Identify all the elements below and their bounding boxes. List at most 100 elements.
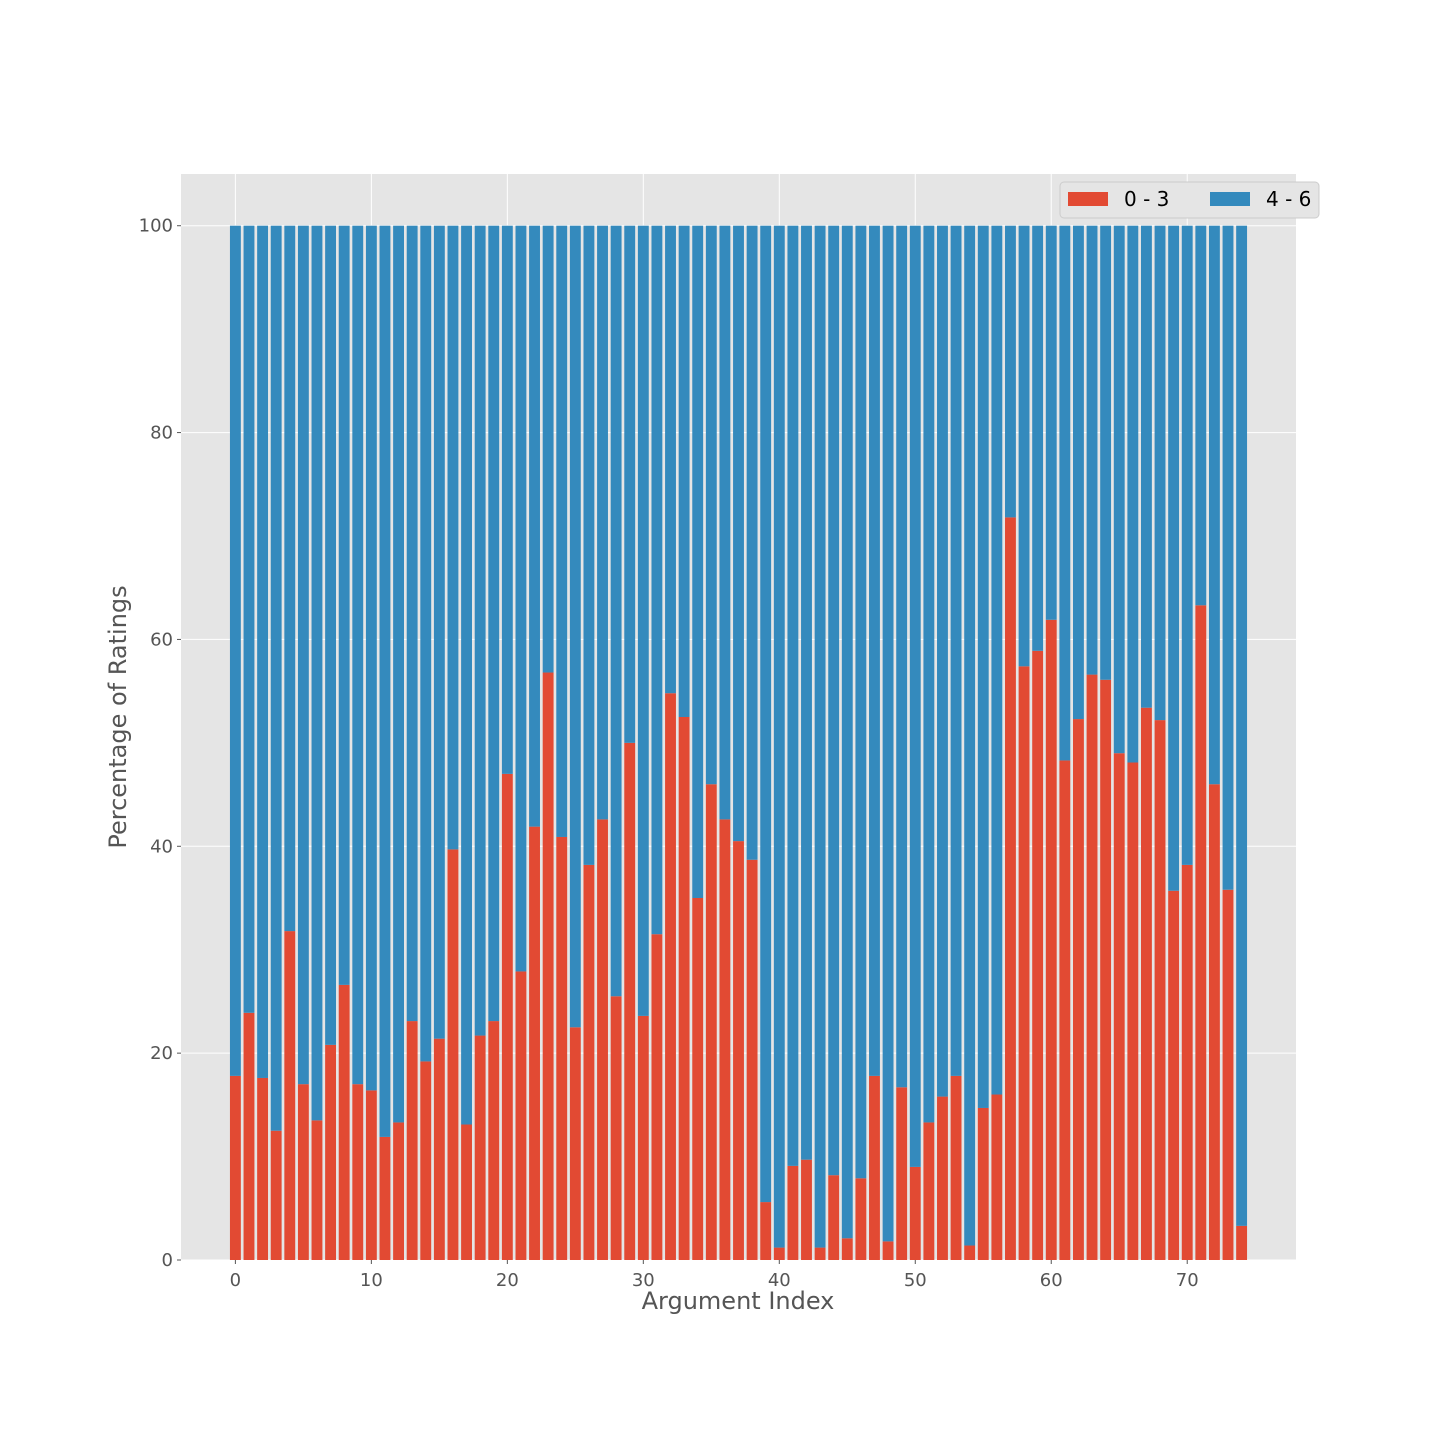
bar-low-74 bbox=[1236, 1225, 1248, 1260]
bar-low-44 bbox=[828, 1175, 840, 1260]
bar-low-14 bbox=[420, 1061, 432, 1260]
bar-high-15 bbox=[433, 225, 445, 1039]
bar-high-60 bbox=[1045, 225, 1057, 620]
y-tick-label: 60 bbox=[150, 629, 173, 650]
bar-low-25 bbox=[569, 1027, 581, 1260]
bar-high-6 bbox=[311, 225, 323, 1121]
bar-low-69 bbox=[1168, 890, 1180, 1260]
y-tick-label: 40 bbox=[150, 836, 173, 857]
bar-low-65 bbox=[1113, 753, 1125, 1260]
axis-ticks: 0 10 20 30 40 50 60 70 0 20 40 60 80 100 bbox=[139, 216, 1199, 1291]
bar-low-10 bbox=[365, 1090, 377, 1260]
bar-high-2 bbox=[257, 225, 269, 1078]
bar-high-57 bbox=[1005, 225, 1016, 518]
bar-low-61 bbox=[1059, 760, 1071, 1260]
bar-low-32 bbox=[665, 693, 676, 1260]
bar-low-51 bbox=[923, 1122, 935, 1260]
bar-low-11 bbox=[379, 1136, 391, 1260]
bar-low-60 bbox=[1045, 619, 1057, 1260]
bar-low-17 bbox=[461, 1124, 472, 1260]
bar-high-66 bbox=[1127, 225, 1139, 763]
bar-high-27 bbox=[597, 225, 608, 820]
bar-low-33 bbox=[678, 717, 690, 1260]
bar-high-9 bbox=[352, 225, 364, 1085]
x-tick-label: 10 bbox=[360, 1270, 383, 1291]
bar-low-19 bbox=[488, 1021, 500, 1260]
bar-high-61 bbox=[1059, 225, 1071, 761]
x-tick-label: 0 bbox=[230, 1270, 241, 1291]
bar-low-58 bbox=[1018, 666, 1030, 1260]
bar-low-35 bbox=[705, 784, 717, 1260]
x-tick-label: 30 bbox=[632, 1270, 655, 1291]
bar-low-36 bbox=[719, 819, 731, 1260]
bar-high-1 bbox=[243, 225, 255, 1013]
bar-high-36 bbox=[719, 225, 731, 820]
bar-low-68 bbox=[1154, 720, 1166, 1260]
legend-swatch-0-3 bbox=[1068, 192, 1108, 206]
bar-high-48 bbox=[882, 225, 894, 1242]
bar-high-19 bbox=[488, 225, 500, 1022]
bar-low-9 bbox=[352, 1084, 364, 1260]
bar-high-47 bbox=[869, 225, 880, 1076]
bar-high-67 bbox=[1140, 225, 1152, 708]
x-tick-label: 20 bbox=[496, 1270, 519, 1291]
bar-low-41 bbox=[787, 1165, 799, 1260]
y-tick-label: 0 bbox=[162, 1250, 173, 1271]
bar-high-11 bbox=[379, 225, 391, 1137]
bar-low-26 bbox=[583, 864, 595, 1260]
bar-low-54 bbox=[964, 1245, 976, 1260]
bar-high-29 bbox=[624, 225, 636, 743]
x-tick-label: 70 bbox=[1176, 1270, 1199, 1291]
bar-low-8 bbox=[338, 984, 350, 1260]
bar-high-42 bbox=[801, 225, 812, 1160]
bar-low-63 bbox=[1086, 674, 1098, 1260]
y-tick-label: 80 bbox=[150, 423, 173, 444]
bar-low-48 bbox=[882, 1241, 894, 1260]
bar-high-50 bbox=[909, 225, 921, 1167]
bar-low-31 bbox=[651, 934, 663, 1260]
bar-low-30 bbox=[637, 1015, 649, 1260]
bar-low-43 bbox=[814, 1247, 826, 1260]
bar-low-45 bbox=[841, 1238, 853, 1260]
bar-low-40 bbox=[773, 1247, 785, 1260]
bar-high-39 bbox=[760, 225, 772, 1203]
legend-label-0-3: 0 - 3 bbox=[1124, 187, 1169, 211]
bar-low-29 bbox=[624, 742, 636, 1260]
bar-high-70 bbox=[1181, 225, 1193, 865]
bar-high-10 bbox=[365, 225, 377, 1091]
x-tick-label: 60 bbox=[1040, 1270, 1063, 1291]
bar-high-0 bbox=[229, 225, 241, 1076]
bar-high-38 bbox=[746, 225, 758, 860]
bar-high-52 bbox=[937, 225, 948, 1097]
y-tick-label: 100 bbox=[139, 216, 173, 237]
bar-low-42 bbox=[801, 1159, 812, 1260]
bar-low-0 bbox=[229, 1075, 241, 1260]
bar-low-73 bbox=[1222, 889, 1234, 1260]
bar-high-5 bbox=[297, 225, 309, 1085]
bar-low-16 bbox=[447, 849, 459, 1260]
bar-high-34 bbox=[692, 225, 704, 898]
bar-low-50 bbox=[909, 1166, 921, 1260]
bar-high-58 bbox=[1018, 225, 1030, 667]
bar-high-69 bbox=[1168, 225, 1180, 891]
bar-high-7 bbox=[325, 225, 337, 1045]
bar-high-45 bbox=[841, 225, 853, 1239]
bar-high-46 bbox=[855, 225, 867, 1179]
bar-high-22 bbox=[529, 225, 540, 827]
bar-low-15 bbox=[433, 1038, 445, 1260]
bar-low-39 bbox=[760, 1202, 772, 1260]
bar-low-49 bbox=[896, 1087, 908, 1260]
bar-high-35 bbox=[705, 225, 717, 785]
bar-high-14 bbox=[420, 225, 432, 1062]
x-tick-label: 40 bbox=[768, 1270, 791, 1291]
bar-low-2 bbox=[257, 1077, 269, 1260]
bar-low-4 bbox=[284, 931, 296, 1260]
bar-high-62 bbox=[1073, 225, 1084, 720]
legend-label-4-6: 4 - 6 bbox=[1266, 187, 1311, 211]
bar-low-53 bbox=[950, 1075, 962, 1260]
bar-high-28 bbox=[610, 225, 622, 997]
bar-high-12 bbox=[393, 225, 404, 1123]
bar-low-12 bbox=[393, 1122, 404, 1260]
bar-low-24 bbox=[556, 836, 568, 1260]
bar-high-26 bbox=[583, 225, 595, 865]
